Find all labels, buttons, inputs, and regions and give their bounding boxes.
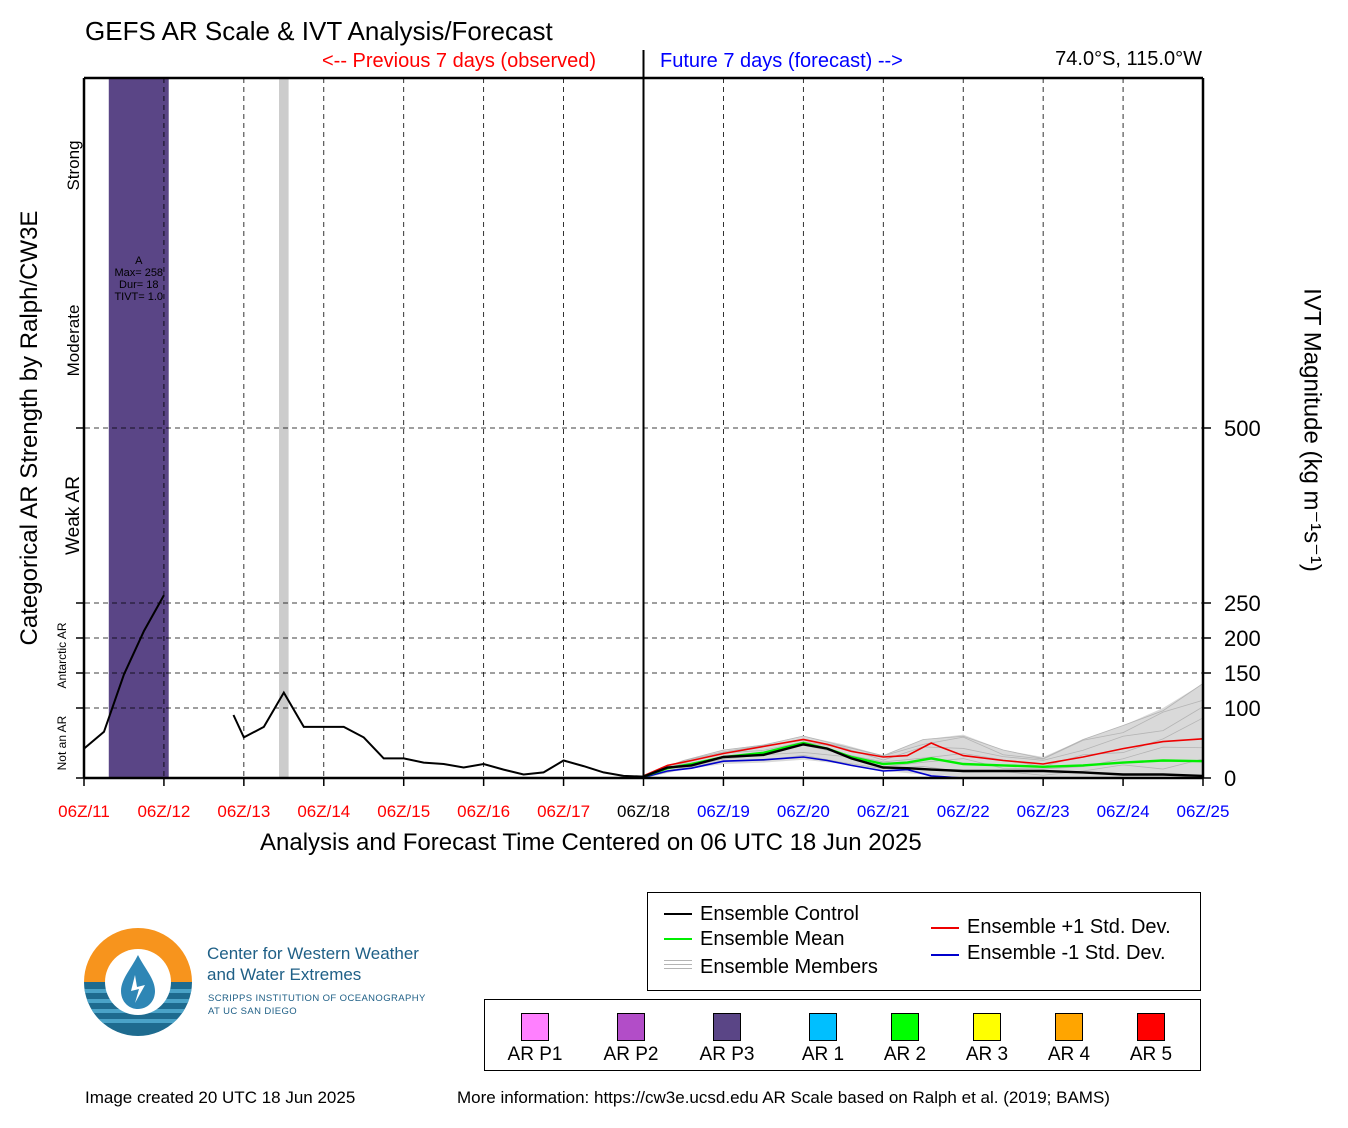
ensemble-member-line: [643, 746, 1204, 778]
ar-category-swatch: [891, 1013, 919, 1041]
right-tick-label: 200: [1224, 626, 1261, 651]
x-tick-label: 06Z/17: [537, 802, 590, 821]
ar-category-label: AR 5: [1129, 1044, 1173, 1065]
ar-category-label: AR 4: [1047, 1044, 1091, 1065]
ar-category-swatch: [809, 1013, 837, 1041]
right-tick-label: 150: [1224, 661, 1261, 686]
x-tick-label: 06Z/16: [457, 802, 510, 821]
ar-category-label: AR P2: [603, 1044, 659, 1065]
footer-created: Image created 20 UTC 18 Jun 2025: [85, 1088, 356, 1107]
ar-category-key: AR P1 AR P2 AR P3 AR 1 AR 2 AR 3 AR 4 AR 5: [484, 999, 1201, 1071]
observed-ivt-line: [83, 594, 165, 750]
chart-title: GEFS AR Scale & IVT Analysis/Forecast: [85, 16, 553, 46]
future-period-label: Future 7 days (forecast) -->: [660, 50, 903, 72]
location-label: 74.0°S, 115.0°W: [1055, 48, 1202, 70]
legend-swatch-mean: [664, 938, 692, 940]
ar-category-label: AR P3: [699, 1044, 755, 1065]
grid-lines: [76, 78, 1203, 778]
logo-text-line3: SCRIPPS INSTITUTION OF OCEANOGRAPHY: [208, 993, 426, 1004]
ar-event-label: Max= 258: [114, 267, 163, 279]
logo-text-line4: AT UC SAN DIEGO: [208, 1006, 298, 1017]
ar-category-item: AR 5: [1101, 1000, 1183, 1070]
ensemble-member-envelope: [643, 683, 1203, 778]
axis-text: 06Z/11 06Z/12 06Z/13 06Z/14 06Z/15 06Z/16 06Z/…: [55, 140, 1261, 821]
legend-swatch-minus-std: [931, 954, 959, 956]
ar-category-swatch: [713, 1013, 741, 1041]
x-tick-label: 06Z/12: [137, 802, 190, 821]
x-tick-label: 06Z/19: [697, 802, 750, 821]
x-tick-label: 06Z/20: [777, 802, 830, 821]
x-axis-title: Analysis and Forecast Time Centered on 0…: [260, 829, 922, 856]
x-tick-label: 06Z/21: [857, 802, 910, 821]
legend-label-members: Ensemble Members: [700, 956, 878, 978]
logo-text-line2: and Water Extremes: [207, 965, 362, 984]
observed-ivt-line: [232, 690, 644, 778]
legend-swatch-members: [664, 960, 692, 961]
x-tick-label: 06Z/24: [1097, 802, 1150, 821]
right-tick-label: 500: [1224, 416, 1261, 441]
legend-label-plus-std: Ensemble +1 Std. Dev.: [967, 916, 1171, 938]
left-axis-title: Categorical AR Strength by Ralph/CW3E: [16, 210, 43, 646]
right-axis-title: IVT Magnitude (kg m⁻¹s⁻¹): [1298, 288, 1327, 572]
x-tick-label: 06Z/22: [937, 802, 990, 821]
x-tick-label: 06Z/15: [377, 802, 430, 821]
ensemble-member-line: [643, 699, 1204, 776]
logo-text-line1: Center for Western Weather: [207, 944, 419, 963]
series-line-ensemble-control: [643, 743, 1204, 778]
legend-swatch-control: [664, 913, 692, 915]
cw3e-logo-icon: [84, 928, 192, 1036]
ar-category-swatch: [1055, 1013, 1083, 1041]
legend-swatch-plus-std: [931, 927, 959, 929]
ar-category-label: AR 1: [801, 1044, 845, 1065]
ar-category-swatch: [1137, 1013, 1165, 1041]
right-tick-label: 0: [1224, 766, 1236, 791]
ar-category-item: AR 4: [1019, 1000, 1101, 1070]
x-tick-label: 06Z/14: [297, 802, 350, 821]
legend: Ensemble Control Ensemble Mean Ensemble …: [647, 892, 1201, 991]
category-label: Antarctic AR: [55, 622, 69, 688]
ar-category-swatch: [973, 1013, 1001, 1041]
footer-more-info: More information: https://cw3e.ucsd.edu …: [457, 1088, 1110, 1107]
x-tick-label: 06Z/23: [1017, 802, 1070, 821]
previous-period-label: <-- Previous 7 days (observed): [322, 50, 597, 72]
ar-category-label: AR 3: [965, 1044, 1009, 1065]
ar-event-label: A: [135, 255, 143, 267]
ar-category-item: AR P1: [485, 1000, 567, 1070]
legend-label-minus-std: Ensemble -1 Std. Dev.: [967, 942, 1166, 964]
right-tick-label: 100: [1224, 696, 1261, 721]
right-tick-label: 250: [1224, 591, 1261, 616]
category-label: Not an AR: [55, 715, 69, 770]
category-label: Weak AR: [63, 476, 84, 555]
category-label: Strong: [64, 140, 83, 190]
series-line-ensemble-1-std-dev-: [643, 738, 1204, 777]
ar-category-item: AR P2: [581, 1000, 663, 1070]
ar-category-label: AR P1: [507, 1044, 563, 1065]
ar-category-item: AR 2: [855, 1000, 937, 1070]
ar-category-label: AR 2: [883, 1044, 927, 1065]
right-axis-title-text: IVT Magnitude (kg m⁻¹s⁻¹): [1298, 288, 1326, 572]
legend-label-mean: Ensemble Mean: [700, 928, 845, 950]
ar-category-item: AR P3: [677, 1000, 759, 1070]
ar-category-swatch: [521, 1013, 549, 1041]
legend-label-control: Ensemble Control: [700, 903, 859, 925]
ar-category-item: AR 1: [773, 1000, 855, 1070]
ar-event-label: Dur= 18: [119, 279, 158, 291]
ar-category-item: AR 3: [937, 1000, 1019, 1070]
axes: [76, 50, 1211, 786]
ar-event-label: TIVT= 1.0: [114, 291, 163, 303]
x-tick-label: 06Z/25: [1177, 802, 1230, 821]
x-tick-label: 06Z/18: [617, 802, 670, 821]
x-tick-label: 06Z/11: [58, 802, 110, 821]
ensemble-member-line: [643, 683, 1204, 776]
ar-category-swatch: [617, 1013, 645, 1041]
category-label: Moderate: [64, 305, 83, 377]
x-tick-label: 06Z/13: [217, 802, 270, 821]
